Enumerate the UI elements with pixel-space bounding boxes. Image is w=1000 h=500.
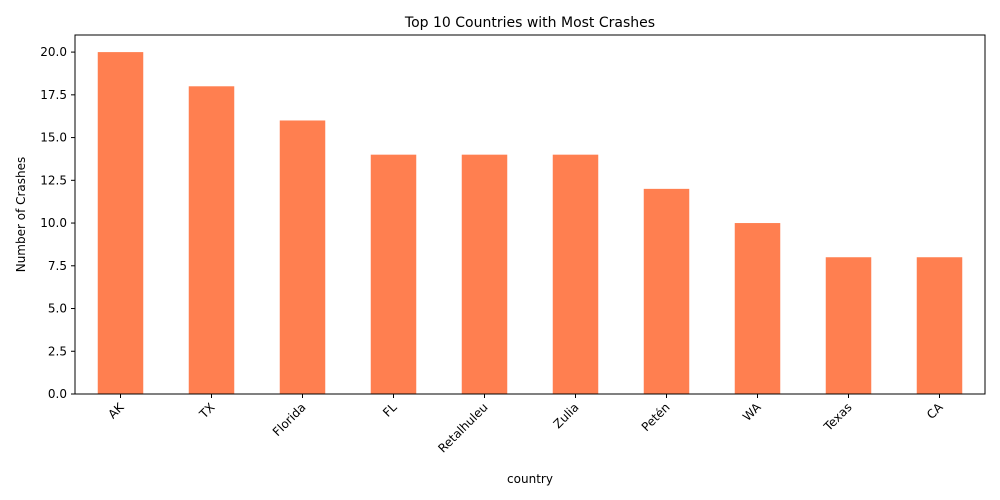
x-axis-title: country [507, 472, 553, 486]
y-tick-label-4: 10.0 [40, 216, 67, 230]
y-tick-label-5: 12.5 [40, 173, 67, 187]
y-axis: 0.0 2.5 5.0 7.5 10.0 12.5 15.0 17.5 20.0 [40, 45, 75, 401]
y-tick-label-3: 7.5 [48, 259, 67, 273]
x-tick-label-3: FL [380, 400, 400, 420]
bar-7 [734, 223, 781, 394]
x-tick-label-2: Florida [270, 400, 309, 439]
plot-frame [74, 34, 986, 395]
y-tick-label-8: 20.0 [40, 45, 67, 59]
bar-3 [370, 154, 417, 394]
bar-9 [916, 257, 963, 394]
bar-4 [461, 154, 508, 394]
x-tick-label-9: CA [924, 400, 946, 422]
x-tick-label-0: AK [105, 399, 127, 421]
x-tick-label-5: Zulia [551, 400, 582, 431]
x-tick-label-4: Retalhuleu [435, 400, 490, 455]
bar-2 [279, 120, 326, 394]
y-axis-title: Number of Crashes [14, 157, 28, 273]
y-tick-label-2: 5.0 [48, 302, 67, 316]
bar-6 [643, 188, 690, 394]
bar-8 [825, 257, 872, 394]
x-tick-label-1: TX [196, 400, 218, 422]
x-tick-label-8: Texas [821, 400, 855, 434]
y-tick-label-7: 17.5 [40, 88, 67, 102]
x-tick-label-6: Petén [639, 400, 673, 434]
bars-layer [97, 52, 963, 394]
x-tick-label-7: WA [740, 400, 764, 424]
y-tick-label-6: 15.0 [40, 131, 67, 145]
bar-0 [97, 52, 144, 394]
y-tick-label-0: 0.0 [48, 387, 67, 401]
y-tick-label-1: 2.5 [48, 344, 67, 358]
x-axis: AK TX Florida FL Retalhuleu Zulia Petén WA Texas… [105, 394, 946, 455]
bar-1 [188, 86, 235, 394]
chart-title: Top 10 Countries with Most Crashes [404, 15, 655, 31]
bar-5 [552, 154, 599, 394]
